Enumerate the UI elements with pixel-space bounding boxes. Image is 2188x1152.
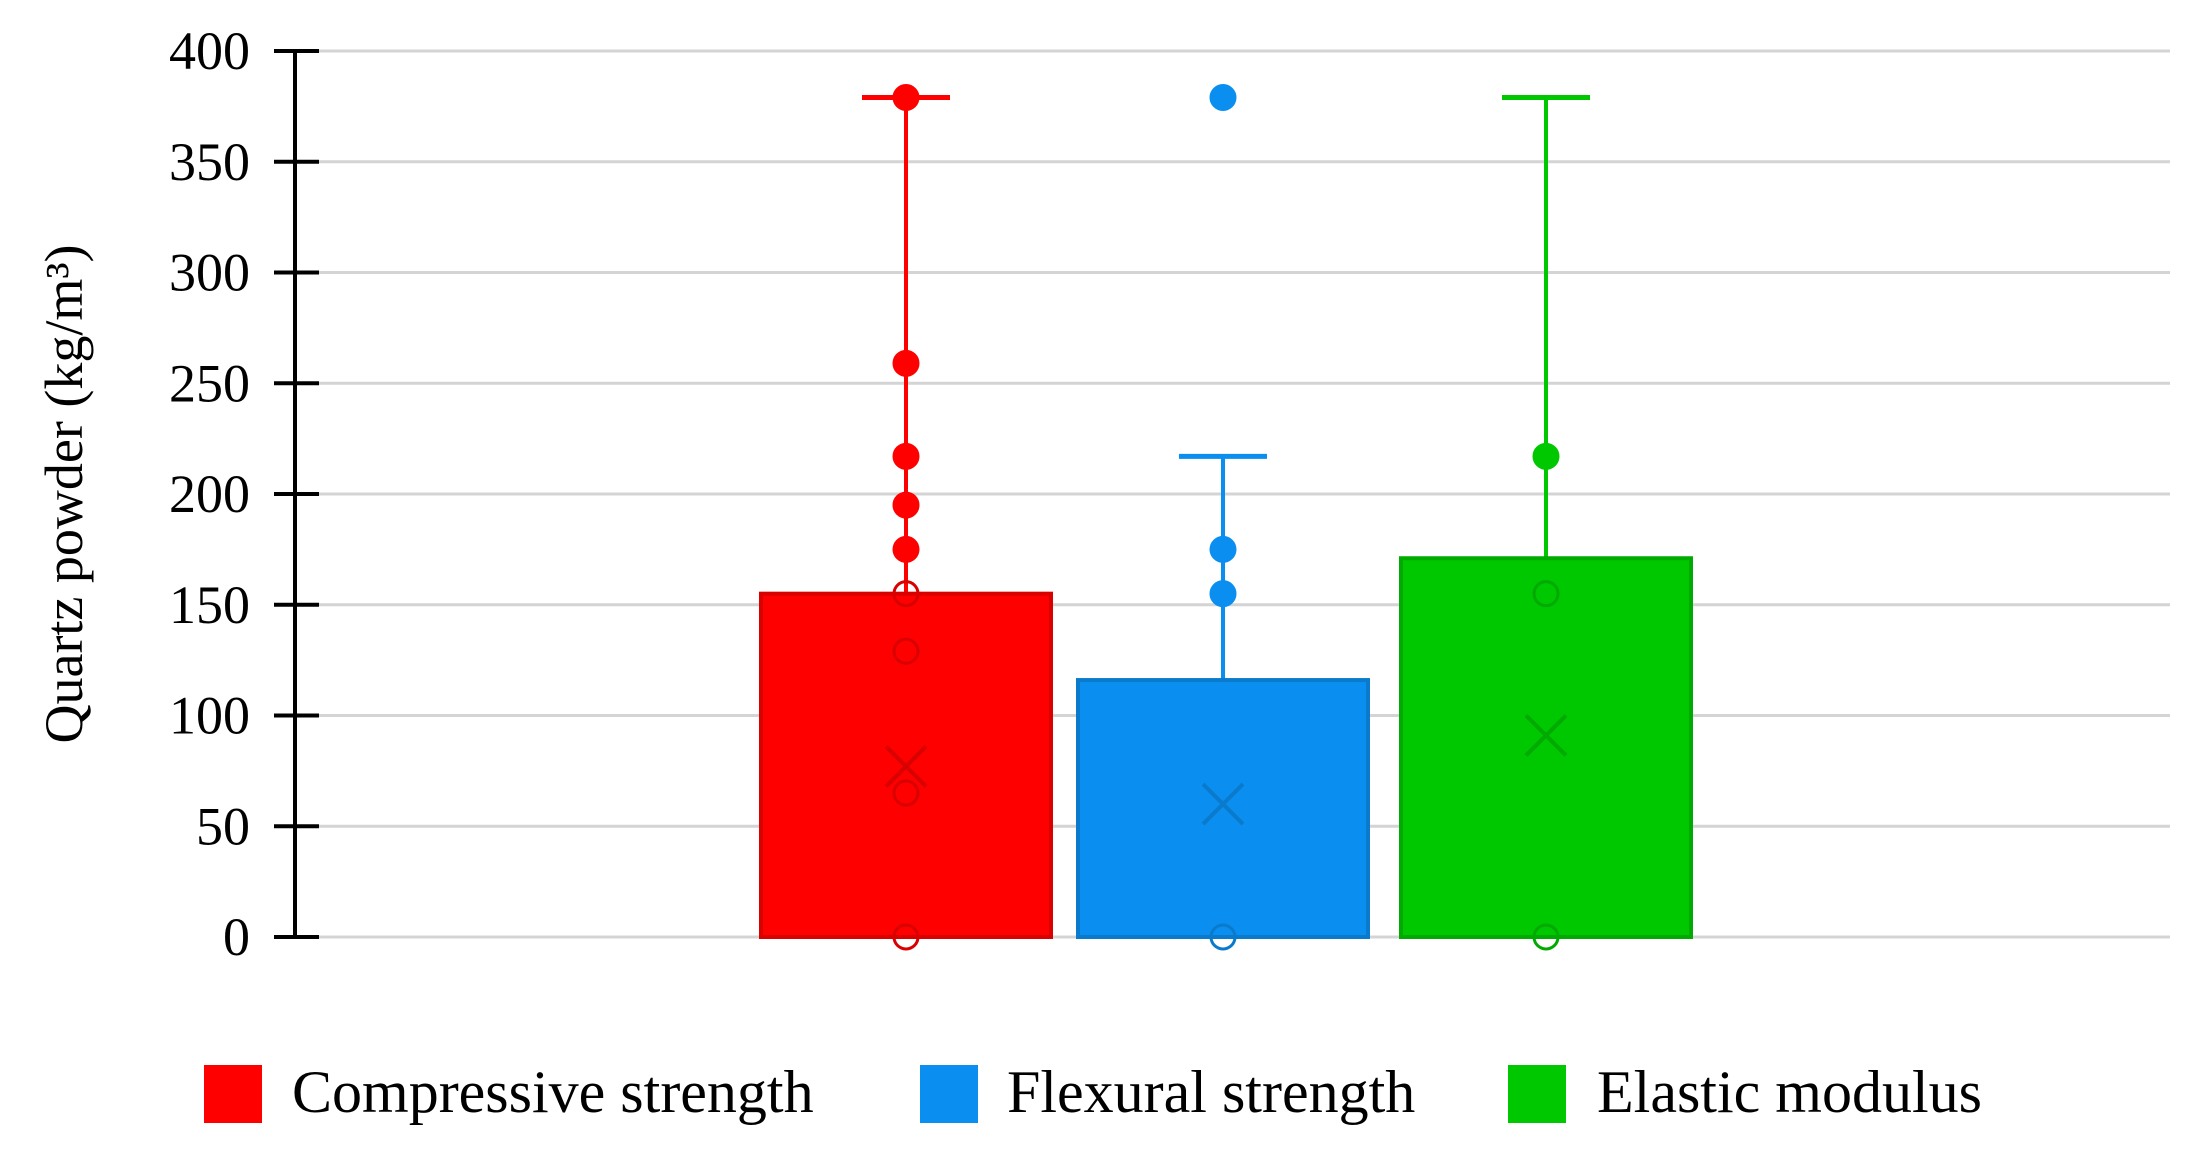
legend-item-compressive-strength: Compressive strength — [204, 1059, 814, 1125]
y-tick-label-150: 150 — [169, 575, 250, 635]
data-point — [1532, 580, 1560, 608]
y-tick-label-100: 100 — [169, 686, 250, 746]
data-point — [1532, 442, 1560, 470]
mean-marker — [1201, 782, 1245, 826]
box — [1399, 556, 1693, 939]
y-tick-label-200: 200 — [169, 464, 250, 524]
y-axis: 0 50 100 150 200 250 300 350 400 Quartz powder (k… — [34, 21, 319, 967]
data-point — [1209, 535, 1237, 563]
box — [1076, 678, 1370, 939]
legend-label: Elastic modulus — [1597, 1059, 1982, 1125]
legend-item-flexural-strength: Flexural strength — [920, 1059, 1415, 1125]
series-elastic-modulus — [1399, 95, 1693, 951]
y-tick-label-250: 250 — [169, 353, 250, 413]
data-point — [892, 535, 920, 563]
legend-label: Compressive strength — [292, 1059, 814, 1125]
data-point — [892, 779, 920, 807]
legend-label: Flexural strength — [1007, 1059, 1415, 1125]
legend-item-elastic-modulus: Elastic modulus — [1508, 1059, 1982, 1125]
data-point — [1532, 923, 1560, 951]
legend: Compressive strength Flexural strength Ela… — [204, 1059, 1982, 1125]
legend-swatch — [204, 1065, 262, 1123]
mean-marker — [884, 745, 928, 788]
mean-marker — [1524, 714, 1568, 757]
y-tick-label-350: 350 — [169, 132, 250, 192]
series-flexural-strength — [1076, 84, 1370, 951]
y-tick-label-400: 400 — [169, 21, 250, 81]
data-point — [892, 637, 920, 665]
data-point — [892, 84, 920, 112]
series-group — [759, 84, 1693, 951]
legend-swatch — [920, 1065, 978, 1123]
y-tick-label-300: 300 — [169, 243, 250, 303]
data-point — [892, 491, 920, 519]
data-point — [892, 580, 920, 608]
legend-swatch — [1508, 1065, 1566, 1123]
series-compressive-strength — [759, 84, 1053, 951]
y-tick-label-50: 50 — [196, 796, 250, 856]
data-point — [892, 349, 920, 377]
data-point — [1209, 580, 1237, 608]
y-axis-title: Quartz powder (kg/m³) — [34, 244, 94, 743]
outlier-point — [1209, 84, 1237, 112]
data-point — [892, 442, 920, 470]
data-point — [1209, 923, 1237, 951]
y-tick-label-0: 0 — [223, 907, 250, 967]
gridlines — [295, 49, 2170, 939]
data-point — [892, 923, 920, 951]
